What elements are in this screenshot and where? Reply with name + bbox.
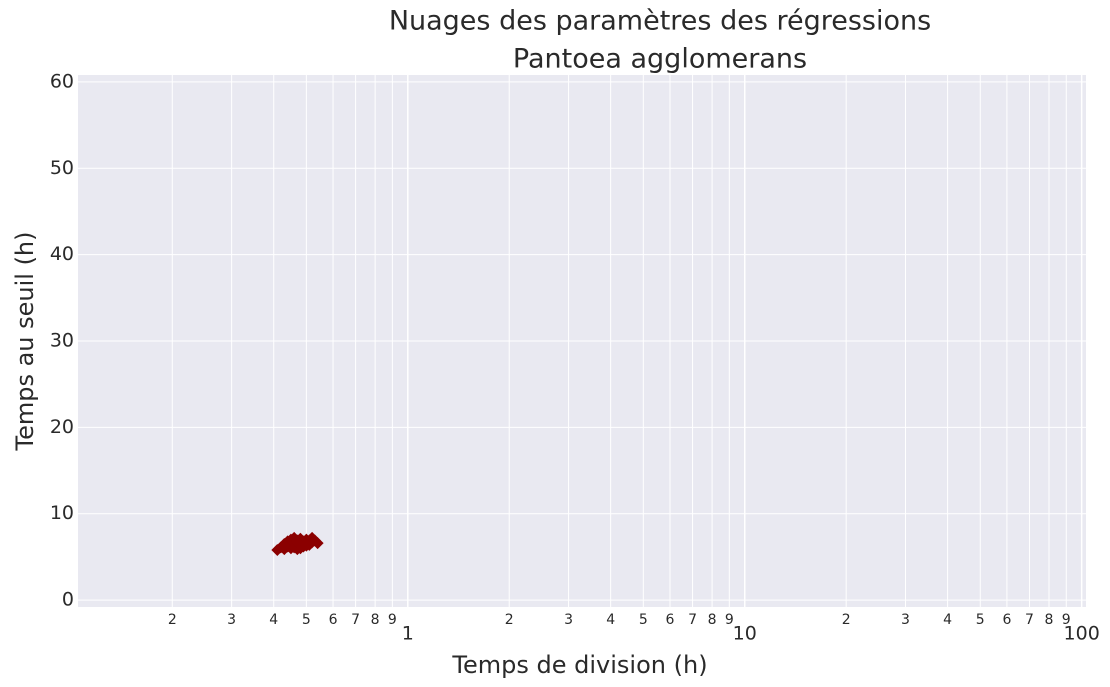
x-tick-label: 4 <box>606 612 615 628</box>
x-tick-label: 9 <box>1062 612 1071 628</box>
x-axis-label: Temps de division (h) <box>451 651 707 679</box>
point <box>300 539 313 552</box>
point <box>311 537 324 550</box>
x-tick-label: 8 <box>371 612 380 628</box>
x-tick-label: 9 <box>388 612 397 628</box>
point <box>291 536 304 549</box>
y-tick-label: 60 <box>50 70 74 92</box>
x-tick-label: 6 <box>666 612 675 628</box>
x-tick-label: 9 <box>725 612 734 628</box>
x-tick-label: 4 <box>943 612 952 628</box>
y-tick-label: 10 <box>50 502 74 524</box>
x-tick-label: 8 <box>1045 612 1054 628</box>
y-tick-label: 50 <box>50 157 74 179</box>
x-tick-label: 6 <box>1002 612 1011 628</box>
x-tick-label: 5 <box>639 612 648 628</box>
x-tick-label: 4 <box>269 612 278 628</box>
x-tick-label: 100 <box>1064 623 1100 645</box>
x-tick-label: 7 <box>688 612 697 628</box>
x-tick-label: 5 <box>976 612 985 628</box>
y-tick-label: 0 <box>62 589 74 611</box>
point <box>278 539 291 552</box>
x-tick-label: 2 <box>505 612 514 628</box>
x-tick-label: 3 <box>901 612 910 628</box>
x-tick-label: 6 <box>329 612 338 628</box>
x-tick-label: 5 <box>302 612 311 628</box>
y-tick-label: 20 <box>50 416 74 438</box>
chart-title: Nuages des paramètres des régressions <box>389 6 931 37</box>
x-tick-label: 2 <box>168 612 177 628</box>
y-tick-label: 30 <box>50 330 74 352</box>
x-tick-label: 3 <box>227 612 236 628</box>
x-tick-label: 7 <box>351 612 360 628</box>
x-tick-label: 3 <box>564 612 573 628</box>
x-tick-label: 2 <box>842 612 851 628</box>
x-tick-label: 7 <box>1025 612 1034 628</box>
y-tick-label: 40 <box>50 243 74 265</box>
x-tick-label: 10 <box>733 623 757 645</box>
y-axis-label: Temps au seuil (h) <box>11 231 39 451</box>
x-tick-label: 8 <box>708 612 717 628</box>
chart-subtitle: Pantoea agglomerans <box>513 44 807 75</box>
x-tick-label: 1 <box>402 623 414 645</box>
